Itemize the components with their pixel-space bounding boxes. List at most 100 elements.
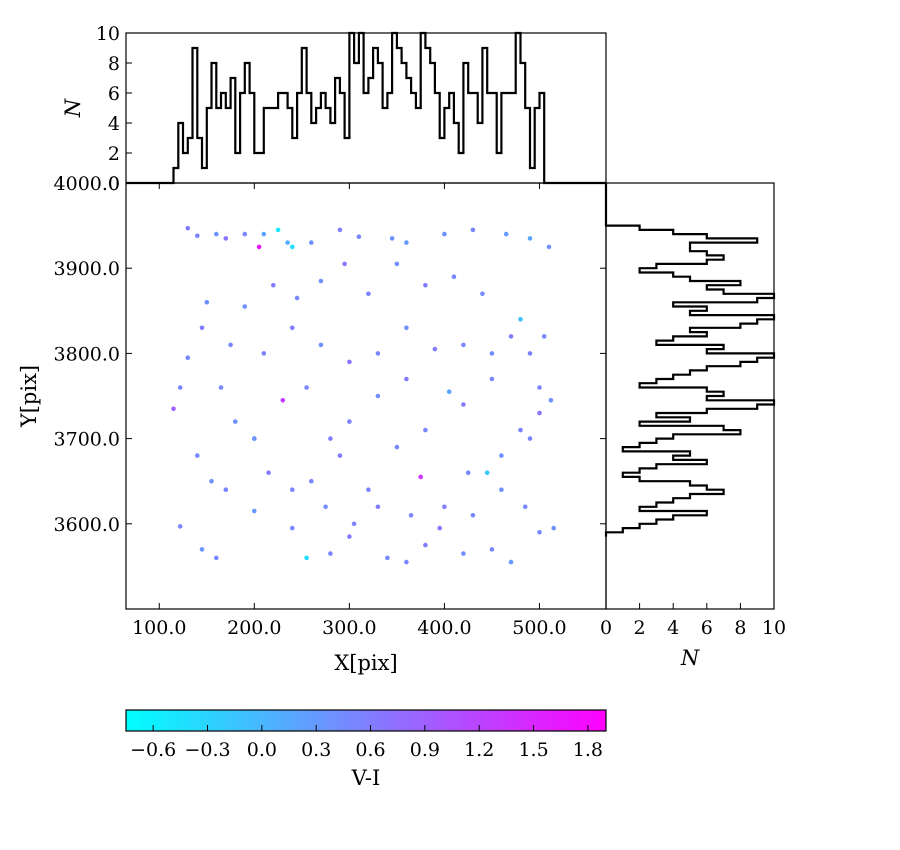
scatter-point — [328, 436, 333, 441]
scatter-point — [356, 234, 362, 239]
scatter-point — [470, 227, 476, 233]
scatter-point — [518, 427, 523, 433]
scatter-point — [451, 274, 457, 280]
scatter-point — [252, 508, 257, 514]
scatter-point — [446, 389, 452, 395]
scatter-point — [537, 410, 542, 416]
top-y-tick-label: 6 — [108, 83, 120, 105]
scatter-point — [408, 513, 414, 518]
scatter-point — [518, 317, 523, 322]
scatter-point — [489, 547, 495, 552]
scatter-point — [442, 504, 447, 510]
y-tick-label: 3600.0 — [54, 514, 120, 536]
scatter-point — [484, 470, 490, 476]
scatter-point — [548, 398, 554, 403]
scatter-point — [389, 236, 395, 241]
scatter-point — [489, 376, 495, 382]
scatter-point — [171, 406, 176, 412]
scatter-point — [375, 351, 381, 356]
scatter-point — [233, 419, 238, 424]
scatter-point — [489, 351, 495, 356]
scatter-point — [261, 351, 267, 356]
scatter-point — [404, 559, 409, 565]
scatter-point — [195, 233, 200, 239]
scatter-point — [242, 231, 248, 237]
scatter-point — [385, 555, 390, 561]
scatter-point — [337, 227, 343, 233]
scatter-panel: 100.0 200.0 300.0 400.0 500.0 3600.0 3700.0 38… — [17, 173, 607, 675]
colorbar-tick-label: 1.5 — [518, 739, 548, 761]
scatter-point — [228, 342, 233, 348]
scatter-point — [304, 555, 309, 561]
top-y-tick-label: 10 — [96, 23, 120, 45]
colorbar-tick-label: 0.0 — [247, 739, 277, 761]
scatter-point — [423, 282, 428, 288]
scatter-point — [499, 453, 504, 458]
right-x-tick-label: 6 — [701, 617, 713, 639]
scatter-point — [185, 225, 191, 231]
scatter-point — [423, 542, 428, 548]
y-tick-label: 3800.0 — [54, 343, 120, 365]
scatter-point — [290, 487, 295, 493]
scatter-point — [223, 487, 229, 493]
scatter-point — [527, 236, 533, 241]
top-histogram-step — [126, 31, 606, 185]
colorbar-tick-label: 0.3 — [301, 739, 331, 761]
scatter-point — [195, 453, 200, 458]
y-tick-label: 3700.0 — [54, 429, 120, 451]
scatter-point — [242, 304, 248, 309]
scatter-point — [527, 436, 533, 441]
scatter-point — [470, 513, 476, 518]
x-tick-label: 300.0 — [322, 617, 376, 639]
scatter-point — [252, 436, 257, 441]
scatter-point — [394, 444, 400, 450]
scatter-point — [177, 524, 183, 529]
scatter-point — [347, 534, 352, 539]
scatter-point — [275, 227, 281, 233]
y-tick-label: 3900.0 — [54, 258, 120, 280]
right-x-tick-label: 4 — [667, 617, 679, 639]
scatter-point — [318, 278, 324, 284]
x-tick-label: 200.0 — [227, 617, 281, 639]
colorbar-tick-label: 0.9 — [410, 739, 440, 761]
scatter-point — [394, 261, 400, 267]
scatter-point — [480, 291, 485, 297]
scatter-point — [294, 295, 300, 301]
scatter-point — [366, 487, 371, 493]
scatter-point — [342, 261, 347, 267]
colorbar-label: V-I — [351, 766, 381, 790]
scatter-point — [461, 342, 466, 348]
scatter-point — [347, 359, 352, 365]
right-histogram: 0 2 4 6 8 10 N — [600, 182, 786, 670]
scatter-ylabel: Y[pix] — [17, 365, 41, 428]
scatter-point — [404, 376, 409, 382]
scatter-point — [527, 351, 533, 356]
right-x-tick-label: 0 — [600, 617, 612, 639]
scatter-point — [318, 342, 324, 348]
scatter-point — [522, 504, 528, 510]
scatter-point — [546, 244, 552, 250]
scatter-point — [304, 385, 309, 390]
x-tick-label: 400.0 — [417, 617, 471, 639]
scatter-point — [503, 231, 509, 237]
scatter-point — [375, 504, 381, 510]
scatter-point — [214, 555, 219, 561]
top-y-tick-label: 0 — [108, 173, 120, 195]
scatter-point — [285, 240, 290, 245]
colorbar-tick-label: −0.3 — [184, 739, 230, 761]
scatter-point — [204, 300, 210, 305]
scatter-point — [537, 385, 542, 390]
scatter-point — [309, 240, 314, 245]
scatter-point — [185, 355, 191, 361]
scatter-point — [209, 478, 214, 484]
scatter-point — [337, 453, 343, 458]
scatter-point — [266, 470, 271, 476]
colorbar-gradient — [125, 709, 607, 732]
scatter-point — [218, 385, 224, 390]
scatter-point — [499, 487, 504, 493]
y-tick-label: 4000.0 — [54, 173, 120, 195]
scatter-point — [290, 525, 295, 531]
scatter-point — [261, 231, 267, 237]
top-y-tick-label: 4 — [108, 113, 120, 135]
